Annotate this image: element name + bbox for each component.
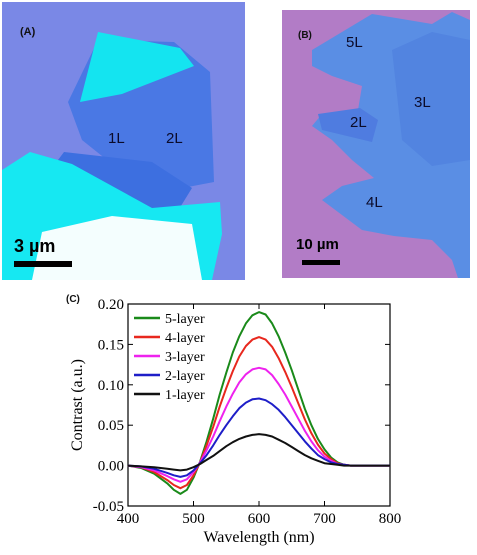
legend-label-4-layer: 4-layer — [165, 331, 205, 346]
flake-label-2l-b: 2L — [350, 114, 367, 131]
y-tick-label: 0.10 — [98, 378, 124, 394]
series-line-1-layer — [127, 433, 390, 472]
y-tick-label: 0.15 — [98, 337, 124, 353]
y-tick-label: -0.05 — [93, 499, 124, 515]
panel-b-image — [282, 10, 470, 278]
axes-group: 400 500 600 700 800 -0.05 0.00 0.05 0.10 0.15 0.20… — [69, 297, 401, 546]
panel-b-micrograph: (B) 5L 3L 2L 4L 10 µm — [282, 10, 470, 278]
panel-a-scale-label: 3 µm — [14, 236, 56, 256]
panel-a-flake-bulk-upper — [80, 32, 194, 102]
x-tick-label: 400 — [117, 511, 140, 527]
y-tick-label: 0.05 — [98, 418, 124, 434]
legend-label-1-layer: 1-layer — [165, 388, 205, 403]
series-group — [127, 311, 390, 495]
panel-a-micrograph: (A) 1L 2L 3 µm — [2, 2, 245, 280]
x-tick-label: 800 — [379, 511, 402, 527]
panel-b-label: (B) — [298, 30, 312, 41]
x-tick-label: 700 — [313, 511, 336, 527]
panel-a-label: (A) — [20, 26, 36, 38]
panel-c-label: (C) — [66, 294, 80, 305]
x-tick-label: 600 — [248, 511, 271, 527]
contrast-chart-svg: 400 500 600 700 800 -0.05 0.00 0.05 0.10 0.15 0.20… — [69, 297, 401, 546]
y-tick-label: 0.00 — [98, 459, 124, 475]
legend-label-5-layer: 5-layer — [165, 312, 205, 327]
y-axis-label: Contrast (a.u.) — [69, 359, 86, 451]
panel-a-image — [2, 2, 245, 280]
panel-b-flake-3l — [392, 32, 470, 166]
flake-label-3l: 3L — [414, 94, 431, 111]
legend-label-3-layer: 3-layer — [165, 350, 205, 365]
panel-b-scale-bar — [302, 260, 340, 265]
flake-label-5l: 5L — [346, 34, 363, 51]
flake-label-1l: 1L — [108, 130, 125, 147]
panel-b-flake-2l — [318, 108, 378, 142]
flake-label-2l: 2L — [166, 130, 183, 147]
legend-group: 5-layer 4-layer 3-layer 2-layer 1-layer — [134, 312, 205, 403]
flake-label-4l: 4L — [366, 194, 383, 211]
panel-b-scale-label: 10 µm — [296, 236, 339, 253]
y-tick-label: 0.20 — [98, 297, 124, 313]
panel-a-scale-bar — [14, 261, 72, 267]
panel-a-bright-region — [32, 216, 202, 280]
legend-label-2-layer: 2-layer — [165, 369, 205, 384]
x-tick-label: 500 — [182, 511, 205, 527]
x-axis-label: Wavelength (nm) — [203, 529, 314, 546]
panel-c-chart: (C) 400 500 600 700 800 -0.05 0.00 0.05 0.10 0.15… — [0, 292, 477, 550]
panel-a-flake-band — [52, 152, 192, 214]
